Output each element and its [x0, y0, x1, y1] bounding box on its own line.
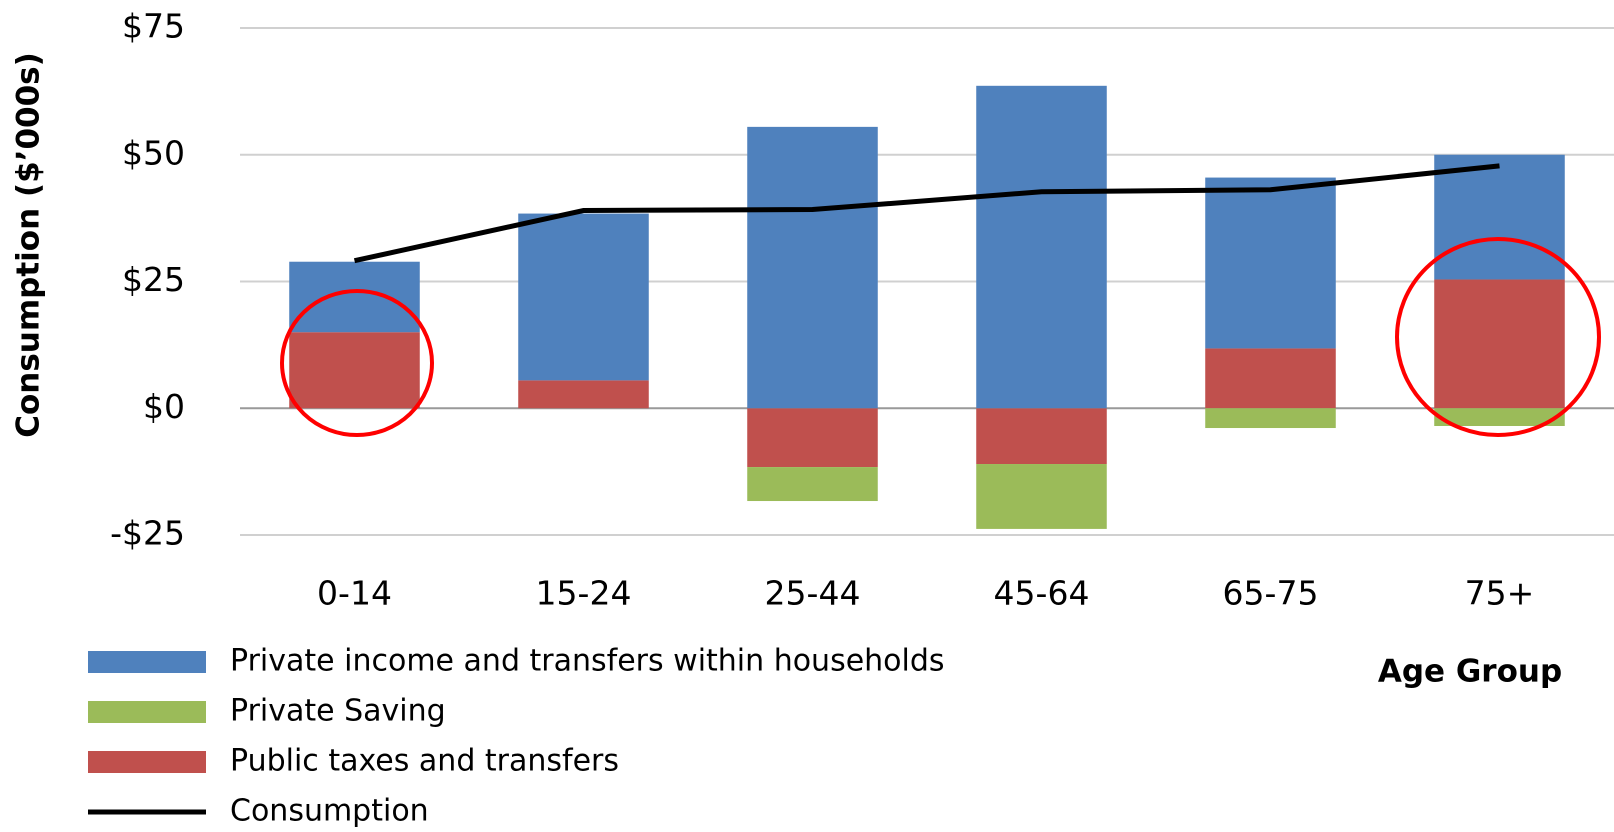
y-tick-label: $25 — [122, 260, 185, 299]
legend-label: Private Saving — [230, 694, 446, 729]
bar-segment — [976, 408, 1107, 465]
bar-segment — [289, 261, 420, 333]
bar-segment — [518, 380, 649, 409]
bar-segment — [1434, 154, 1565, 280]
x-tick-label: 65-75 — [1223, 574, 1319, 613]
y-tick-label: $50 — [122, 133, 185, 172]
bar-segment — [747, 408, 878, 468]
y-tick-label: -$25 — [110, 514, 185, 553]
x-tick-label: 15-24 — [536, 574, 632, 613]
bar-segment — [976, 464, 1107, 529]
bar-segment — [1205, 348, 1336, 409]
y-tick-label: $0 — [143, 387, 185, 426]
bar-segment — [1205, 408, 1336, 429]
bar-segment — [747, 467, 878, 502]
bar-segment — [1434, 279, 1565, 409]
bar-segment — [289, 332, 420, 409]
bar-segment — [1205, 177, 1336, 349]
x-tick-label: 45-64 — [994, 574, 1090, 613]
x-tick-label: 25-44 — [765, 574, 861, 613]
legend-label: Public taxes and transfers — [230, 744, 619, 779]
plot: -$25 $0 $25 $50 $75 0-14 15-24 25-44 45-64 65-75 7… — [88, 7, 1614, 829]
legend-label: Consumption — [230, 794, 429, 829]
x-axis-title: Age Group — [1378, 654, 1562, 690]
x-tick-label: 75+ — [1465, 574, 1535, 613]
highlight-circle — [1395, 237, 1601, 437]
highlight-circle — [280, 289, 434, 437]
legend-swatch — [88, 651, 206, 673]
y-axis-title: Consumption ($’000s) — [11, 52, 47, 438]
bar-segment — [1434, 408, 1565, 426]
legend-swatch — [88, 751, 206, 773]
line — [353, 163, 1500, 264]
bar-segment — [976, 85, 1107, 409]
bar-segment — [747, 126, 878, 409]
bar-segment — [518, 213, 649, 381]
x-tick-label: 0-14 — [317, 574, 392, 613]
y-tick-label: $75 — [122, 7, 185, 46]
legend-label: Private income and transfers within hous… — [230, 644, 945, 679]
legend-swatch — [88, 701, 206, 723]
